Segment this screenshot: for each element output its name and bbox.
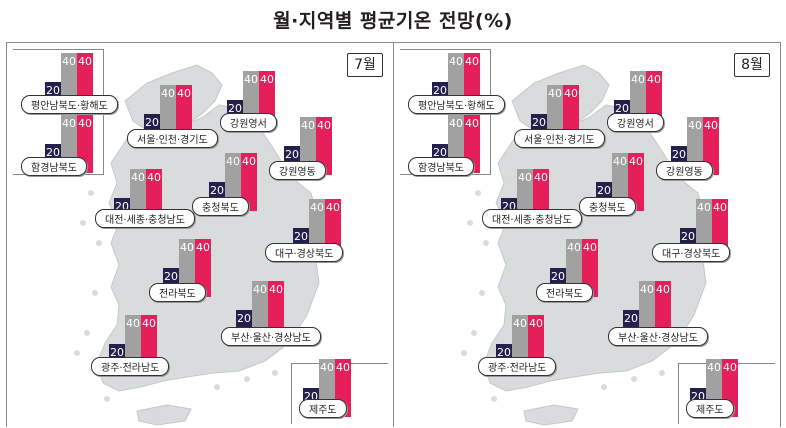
normal-bar: 40: [160, 85, 176, 143]
island: [104, 396, 110, 402]
bar-group: 20 40 40: [550, 239, 598, 297]
region-seoul-incheon-gyeonggi: 20 40 40: [144, 85, 192, 143]
above-bar: 40: [582, 239, 598, 297]
bar-group: 20 40 40: [680, 199, 728, 257]
region-label: 강원영서: [607, 113, 664, 132]
region-label: 대전·세종·충청남도: [482, 209, 582, 228]
region-label: 제주도: [686, 399, 734, 418]
island: [467, 220, 473, 226]
region-label: 전라북도: [536, 283, 593, 302]
normal-bar: 40: [547, 85, 563, 143]
region-label: 부산·울산·경상남도: [221, 327, 321, 346]
normal-bar: 40: [300, 117, 316, 175]
region-label: 함경남북도: [408, 157, 474, 176]
region-label: 광주·전라남도: [91, 357, 170, 376]
region-label: 대구·경상북도: [652, 243, 731, 262]
panel-august: 8월 20 40 40 평안남북도·황해도 20 40 40 함경남북도 20 40 40 서울·인천…: [393, 42, 781, 427]
island: [88, 190, 94, 196]
normal-bar: 40: [179, 239, 195, 297]
above-bar: 40: [325, 199, 341, 257]
above-bar: 40: [316, 117, 332, 175]
region-label: 평안남북도·황해도: [408, 95, 505, 114]
month-label: 8월: [734, 53, 770, 77]
bar-group: 20 40 40: [671, 117, 719, 175]
region-label: 강원영서: [220, 113, 277, 132]
normal-bar: 40: [225, 153, 241, 211]
region-label: 광주·전라남도: [478, 357, 557, 376]
above-bar: 40: [703, 117, 719, 175]
region-label: 충청북도: [192, 197, 249, 216]
region-label: 제주도: [299, 399, 347, 418]
island: [461, 350, 467, 356]
normal-bar: 40: [566, 239, 582, 297]
bar-group: 20 40 40: [144, 85, 192, 143]
above-bar: 40: [628, 153, 644, 211]
normal-bar: 40: [687, 117, 703, 175]
above-bar: 40: [176, 85, 192, 143]
above-bar: 40: [195, 239, 211, 297]
above-bar: 40: [241, 153, 257, 211]
island: [84, 330, 90, 336]
island: [80, 220, 86, 226]
region-label: 서울·인천·경기도: [514, 129, 605, 148]
island: [659, 370, 665, 376]
island: [74, 350, 80, 356]
region-label: 강원영동: [269, 161, 326, 180]
island: [475, 190, 481, 196]
region-label: 대구·경상북도: [265, 243, 344, 262]
jeju-island: [136, 404, 192, 426]
island: [471, 330, 477, 336]
region-daegu-gyeongbuk: 20 40 40: [680, 199, 728, 257]
region-label: 전라북도: [149, 283, 206, 302]
island: [272, 370, 278, 376]
region-gangwon-yeongdong: 20 40 40: [671, 117, 719, 175]
normal-bar: 40: [309, 199, 325, 257]
region-label: 충청북도: [579, 197, 636, 216]
island: [479, 290, 485, 296]
above-bar: 40: [268, 281, 284, 339]
above-bar: 40: [563, 85, 579, 143]
island: [631, 376, 637, 382]
island: [491, 396, 497, 402]
panel-july: 7월 20 40 40 평안남북도·황해도 20 40 40 함경남북도 20 40 40 서울·인천…: [6, 42, 394, 427]
island: [601, 384, 607, 390]
normal-bar: 40: [612, 153, 628, 211]
above-bar: 40: [655, 281, 671, 339]
island: [483, 240, 489, 246]
bar-group: 20 40 40: [163, 239, 211, 297]
region-label: 평안남북도·황해도: [21, 95, 118, 114]
bar-group: 20 40 40: [623, 281, 671, 339]
above-bar: 40: [712, 199, 728, 257]
normal-bar: 40: [639, 281, 655, 339]
island: [244, 376, 250, 382]
region-label: 함경남북도: [21, 157, 87, 176]
region-label: 부산·울산·경상남도: [608, 327, 708, 346]
region-label: 대전·세종·충청남도: [95, 209, 195, 228]
region-jeonbuk: 20 40 40: [550, 239, 598, 297]
island: [214, 384, 220, 390]
chart-title: 월·지역별 평균기온 전망(%): [273, 10, 513, 32]
island: [92, 290, 98, 296]
region-label: 강원영동: [656, 161, 713, 180]
jeju-island: [523, 404, 579, 426]
month-label: 7월: [347, 53, 383, 77]
region-busan-ulsan-gyeongnam: 20 40 40: [623, 281, 671, 339]
region-jeonbuk: 20 40 40: [163, 239, 211, 297]
normal-bar: 40: [696, 199, 712, 257]
island: [96, 240, 102, 246]
region-label: 서울·인천·경기도: [127, 129, 218, 148]
normal-bar: 40: [252, 281, 268, 339]
